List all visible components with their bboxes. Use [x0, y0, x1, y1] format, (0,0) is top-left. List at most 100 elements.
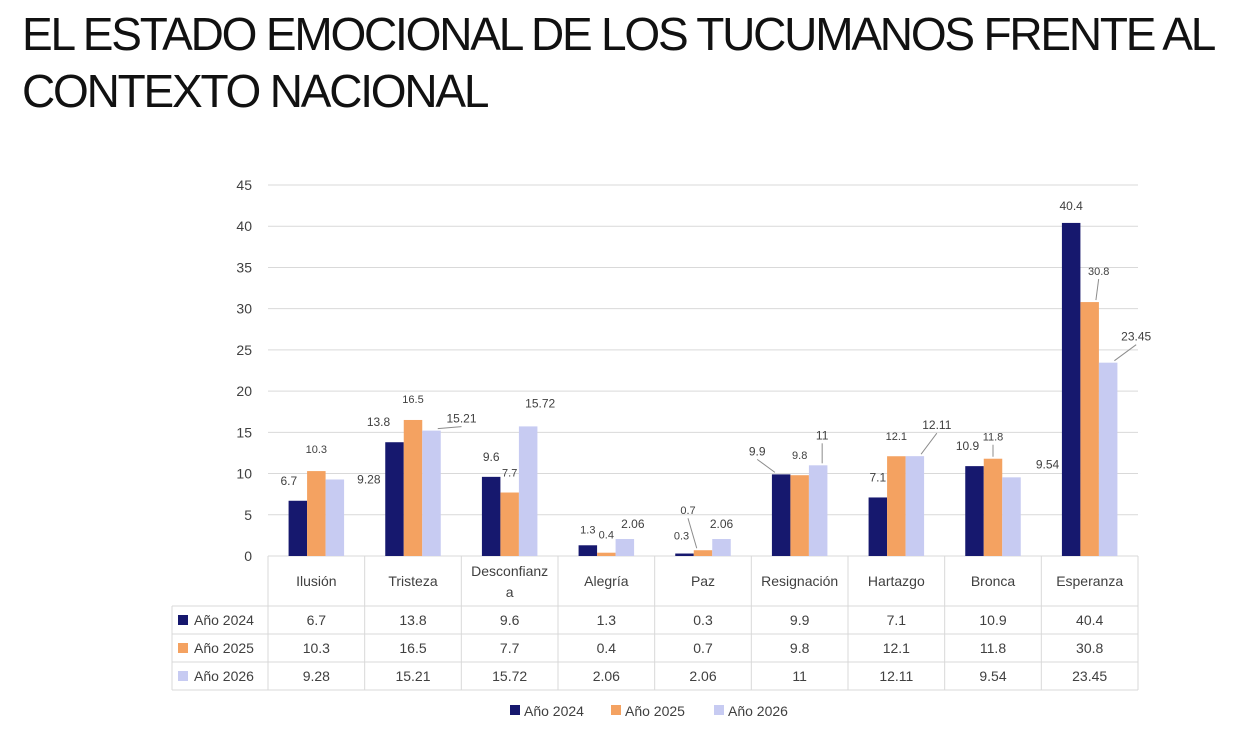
data-label: 2.06	[710, 517, 734, 531]
data-table: Ilusión Tristeza Desconfianz a Alegría Paz Res…	[171, 556, 1139, 691]
table-cell: 9.8	[790, 640, 810, 656]
table-cell: 1.3	[597, 612, 617, 628]
y-tick-label: 40	[236, 218, 252, 234]
table-cell: 7.1	[887, 612, 907, 628]
gridlines	[268, 184, 1138, 557]
category-label: Hartazgo	[868, 573, 925, 589]
legend-label: Año 2025	[625, 703, 685, 719]
data-label: 9.28	[357, 472, 381, 486]
bar	[385, 442, 404, 556]
bar	[325, 479, 345, 556]
legend: Año 2024 Año 2025 Año 2026	[510, 703, 788, 719]
y-tick-label: 10	[236, 466, 252, 482]
data-label: 12.1	[886, 431, 907, 443]
bar	[615, 539, 635, 556]
table-cell: 30.8	[1076, 640, 1103, 656]
data-label: 15.72	[525, 396, 555, 410]
table-cell: 13.8	[399, 612, 426, 628]
table-cell: 12.1	[883, 640, 910, 656]
bar	[790, 475, 809, 556]
data-label: 13.8	[367, 415, 391, 429]
label-leader-lines	[437, 279, 1137, 549]
table-row-label: Año 2024	[194, 612, 254, 628]
leader-line	[756, 458, 776, 473]
y-tick-label: 20	[236, 383, 252, 399]
legend-key	[510, 705, 520, 715]
data-label: 0.7	[680, 505, 695, 517]
y-tick-label: 45	[236, 177, 252, 193]
bar	[808, 465, 828, 556]
title-line-1: EL ESTADO EMOCIONAL DE LOS TUCUMANOS FRE…	[22, 8, 1216, 60]
bar	[771, 474, 791, 556]
category-label: Resignación	[761, 573, 838, 589]
category-label: Paz	[691, 573, 715, 589]
legend-key	[714, 705, 724, 715]
bars	[288, 222, 1118, 556]
data-label: 1.3	[580, 524, 595, 536]
data-label: 30.8	[1088, 266, 1109, 278]
y-tick-label: 15	[236, 424, 252, 440]
table-row-label: Año 2025	[194, 640, 254, 656]
bar	[868, 497, 888, 556]
table-cell: 10.3	[303, 640, 330, 656]
data-labels: 6.7 13.8 9.6 1.3 0.3 9.9 7.1 10.9 40.4 10.3 16.5 7.…	[280, 199, 1151, 543]
table-cell: 12.11	[879, 668, 913, 684]
legend-label: Año 2024	[524, 703, 584, 719]
table-cell: 16.5	[399, 640, 426, 656]
leader-line	[687, 518, 698, 549]
y-tick-label: 0	[244, 548, 252, 564]
y-tick-label: 30	[236, 301, 252, 317]
data-label: 11.8	[983, 432, 1004, 444]
y-tick-label: 25	[236, 342, 252, 358]
bar	[1002, 477, 1021, 556]
category-label: Desconfianz	[471, 563, 548, 579]
table-cell: 23.45	[1072, 668, 1107, 684]
y-tick-label: 35	[236, 259, 252, 275]
table-cell: 9.6	[500, 612, 520, 628]
category-label: Bronca	[971, 573, 1016, 589]
leader-line	[920, 432, 938, 455]
data-label: 23.45	[1121, 330, 1151, 344]
y-axis: 0 5 10 15 20 25 30 35 40 45	[236, 177, 252, 564]
table-row-label: Año 2026	[194, 668, 254, 684]
bar	[675, 553, 694, 556]
legend-key	[611, 705, 621, 715]
table-cell: 0.3	[693, 612, 713, 628]
table-cell: 2.06	[593, 668, 620, 684]
data-label: 11	[816, 428, 829, 442]
data-label: 40.4	[1059, 199, 1083, 213]
bar	[712, 539, 731, 556]
category-label: Esperanza	[1056, 573, 1123, 589]
data-label: 15.21	[446, 412, 476, 426]
leader-line	[1114, 344, 1137, 362]
bar	[518, 426, 538, 556]
bar	[403, 419, 423, 556]
bar	[481, 476, 501, 556]
y-tick-label: 5	[244, 507, 252, 523]
table-cell: 15.72	[492, 668, 527, 684]
data-label: 9.6	[483, 450, 500, 464]
table-cell: 2.06	[689, 668, 716, 684]
data-label: 6.7	[280, 474, 297, 488]
table-cell: 7.7	[500, 640, 520, 656]
data-label: 7.7	[502, 468, 517, 480]
table-legend-key	[178, 671, 188, 681]
table-cell: 9.54	[979, 668, 1006, 684]
data-label: 0.3	[674, 531, 689, 543]
data-label: 9.9	[749, 444, 766, 458]
table-cell: 15.21	[395, 668, 430, 684]
bar	[983, 458, 1003, 556]
title-line-2: CONTEXTO NACIONAL	[22, 65, 489, 117]
category-label: Alegría	[584, 573, 629, 589]
bar	[288, 500, 308, 556]
bar	[1061, 222, 1081, 556]
data-label: 7.1	[869, 470, 886, 484]
table-legend-key	[178, 643, 188, 653]
bar	[905, 456, 925, 556]
legend-label: Año 2026	[728, 703, 788, 719]
data-label: 10.9	[956, 439, 980, 453]
data-label: 9.54	[1036, 457, 1060, 471]
data-label: 16.5	[402, 394, 423, 406]
bar	[307, 471, 326, 556]
